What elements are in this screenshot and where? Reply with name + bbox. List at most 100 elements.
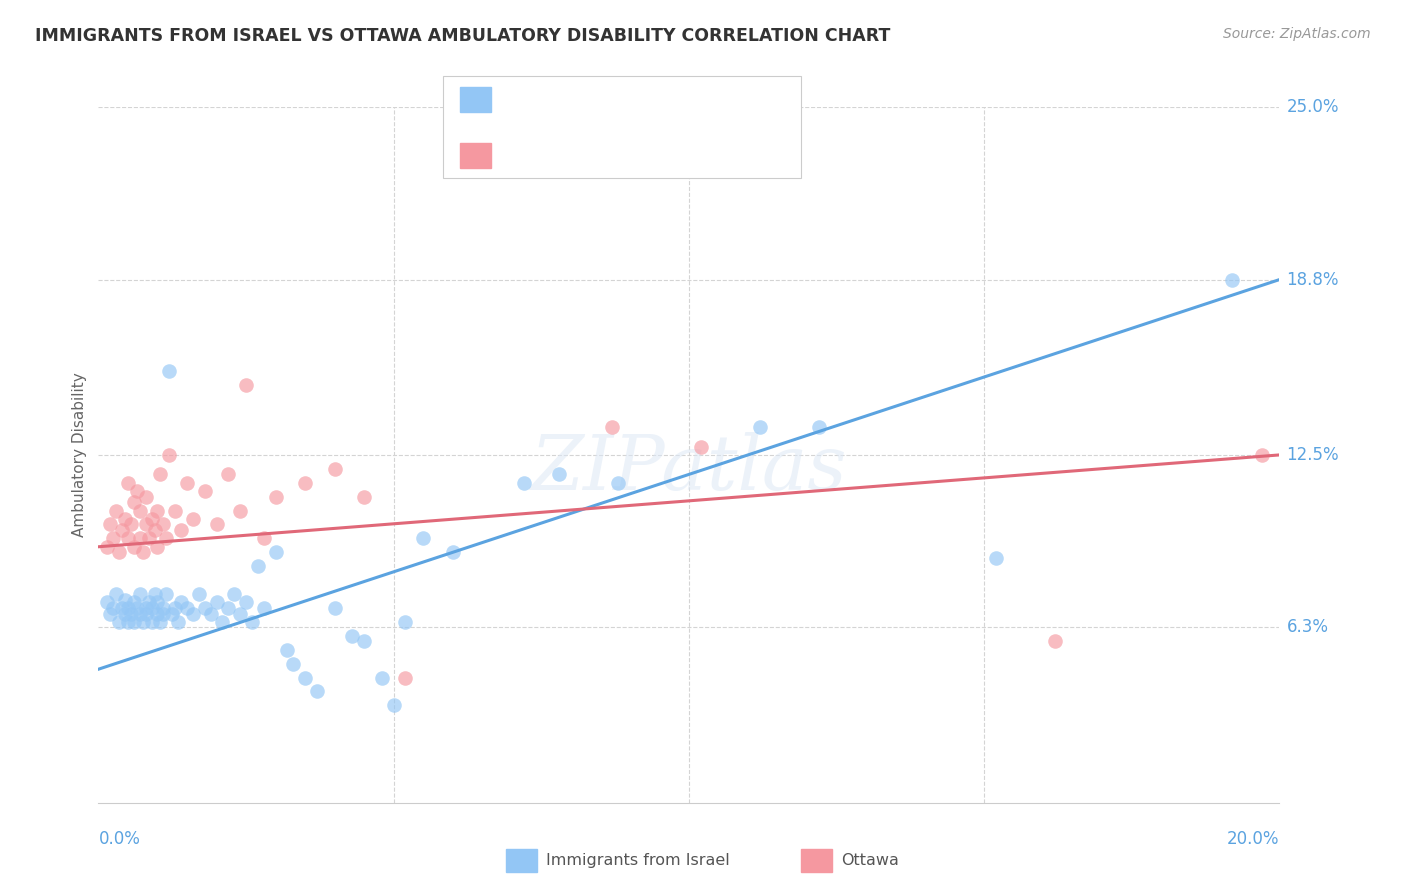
Point <box>441 545 464 559</box>
Point <box>125 601 148 615</box>
Point <box>548 467 571 482</box>
Point <box>146 503 169 517</box>
Point <box>253 532 276 546</box>
Point <box>807 420 830 434</box>
Point <box>155 587 177 601</box>
Point <box>155 532 177 546</box>
Point <box>141 615 163 629</box>
Point <box>194 484 217 499</box>
Point <box>105 587 128 601</box>
Point <box>128 532 150 546</box>
Point <box>205 517 228 532</box>
Point <box>240 615 263 629</box>
Point <box>135 601 157 615</box>
Point <box>138 532 160 546</box>
Point <box>132 615 155 629</box>
Point <box>305 684 328 698</box>
Text: 12.5%: 12.5% <box>1286 446 1339 464</box>
Point <box>512 475 534 490</box>
Point <box>165 601 187 615</box>
Point <box>143 587 166 601</box>
Point <box>659 114 682 128</box>
Text: IMMIGRANTS FROM ISRAEL VS OTTAWA AMBULATORY DISABILITY CORRELATION CHART: IMMIGRANTS FROM ISRAEL VS OTTAWA AMBULAT… <box>35 27 890 45</box>
Point <box>141 601 163 615</box>
Point <box>323 462 346 476</box>
Point <box>125 484 148 499</box>
Point <box>353 490 375 504</box>
Point <box>200 607 222 621</box>
Point <box>176 601 198 615</box>
Point <box>748 420 770 434</box>
Point <box>152 607 174 621</box>
Point <box>1250 448 1272 462</box>
Point <box>96 595 118 609</box>
Point <box>157 364 180 378</box>
Point <box>229 607 252 621</box>
Point <box>283 657 305 671</box>
Text: Immigrants from Israel: Immigrants from Israel <box>546 854 730 868</box>
Point <box>217 601 239 615</box>
Point <box>122 615 145 629</box>
Point <box>105 503 128 517</box>
Point <box>128 503 150 517</box>
Point <box>146 595 169 609</box>
Point <box>165 503 187 517</box>
Point <box>141 512 163 526</box>
Point <box>224 587 246 601</box>
Point <box>170 595 193 609</box>
Point <box>235 595 257 609</box>
Point <box>264 490 287 504</box>
Text: 6.3%: 6.3% <box>1286 618 1329 637</box>
Point <box>108 545 131 559</box>
Point <box>276 642 298 657</box>
Point <box>323 601 346 615</box>
Point <box>122 495 145 509</box>
Point <box>984 550 1007 565</box>
Text: 20.0%: 20.0% <box>1227 830 1279 847</box>
Point <box>600 420 623 434</box>
Point <box>111 523 134 537</box>
Point <box>117 532 139 546</box>
Point <box>122 595 145 609</box>
Point <box>111 601 134 615</box>
Point <box>149 467 172 482</box>
Point <box>117 601 139 615</box>
Point <box>1220 272 1243 286</box>
Point <box>132 545 155 559</box>
Text: 18.8%: 18.8% <box>1286 270 1339 289</box>
Text: 0.0%: 0.0% <box>98 830 141 847</box>
Text: R = 0.508   N = 66: R = 0.508 N = 66 <box>508 90 678 108</box>
Text: 25.0%: 25.0% <box>1286 98 1339 116</box>
Point <box>138 595 160 609</box>
Point <box>181 512 204 526</box>
Point <box>135 607 157 621</box>
Point <box>114 592 136 607</box>
Point <box>98 517 121 532</box>
Point <box>120 517 142 532</box>
Point <box>117 475 139 490</box>
Point <box>117 615 139 629</box>
Point <box>264 545 287 559</box>
Point <box>114 607 136 621</box>
Text: R = 0.352   N = 44: R = 0.352 N = 44 <box>508 146 678 164</box>
Point <box>157 448 180 462</box>
Text: ZIPatlas: ZIPatlas <box>530 432 848 506</box>
Point <box>607 475 630 490</box>
Point <box>294 475 316 490</box>
Text: Source: ZipAtlas.com: Source: ZipAtlas.com <box>1223 27 1371 41</box>
Point <box>181 607 204 621</box>
Point <box>108 615 131 629</box>
Point <box>128 607 150 621</box>
Point <box>371 671 394 685</box>
Point <box>253 601 276 615</box>
Point <box>152 601 174 615</box>
Point <box>98 607 121 621</box>
Point <box>128 587 150 601</box>
Point <box>120 607 142 621</box>
Point <box>176 475 198 490</box>
Point <box>382 698 405 713</box>
Point <box>211 615 233 629</box>
Point <box>122 540 145 554</box>
Point <box>353 634 375 648</box>
Y-axis label: Ambulatory Disability: Ambulatory Disability <box>72 373 87 537</box>
